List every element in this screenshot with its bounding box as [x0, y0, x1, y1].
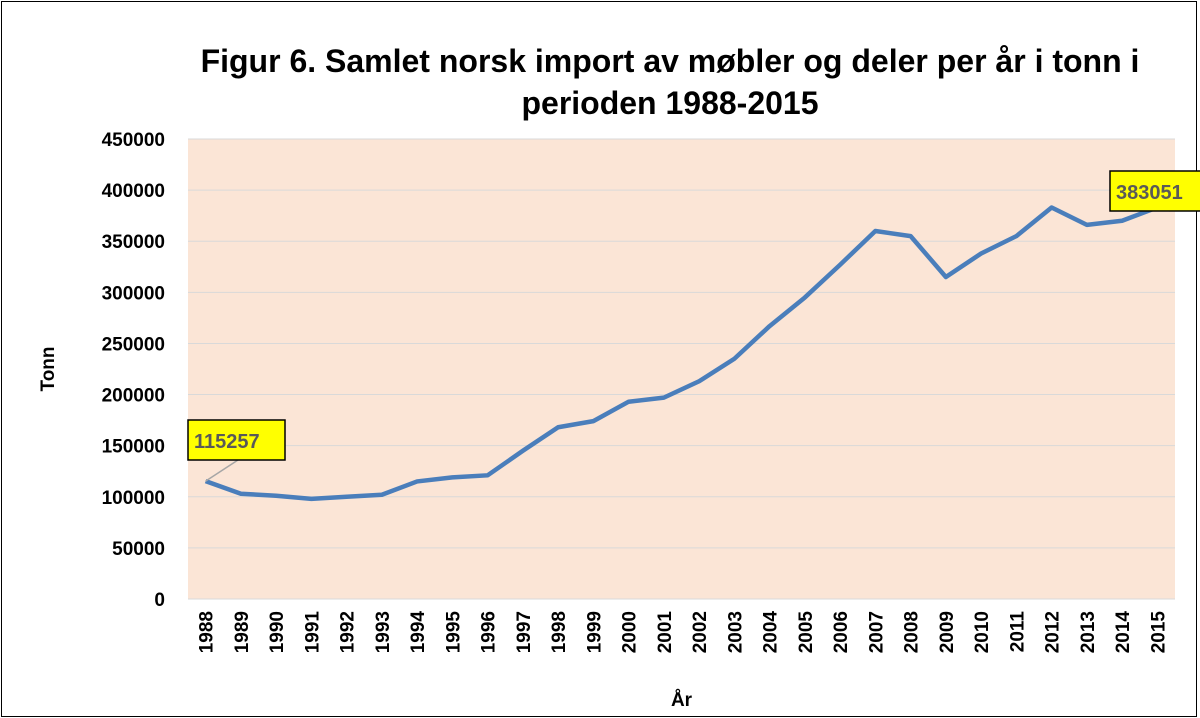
x-tick-label: 1998 [549, 611, 570, 653]
x-tick-label: 1991 [302, 611, 323, 654]
y-tick-label: 150000 [102, 437, 165, 458]
x-axis-label: År [671, 690, 693, 711]
x-tick-label: 2011 [1007, 611, 1028, 653]
data-label-box [187, 419, 286, 461]
plot-area [188, 139, 1175, 599]
y-tick-label: 300000 [102, 283, 165, 304]
y-tick-label: 250000 [102, 334, 165, 355]
data-line [204, 205, 1159, 502]
x-tick-label: 2009 [937, 611, 958, 653]
chart-title: Figur 6. Samlet norsk import av møbler o… [200, 43, 1140, 121]
data-label: 115257 [194, 431, 260, 453]
data-label: 383051 [1116, 182, 1183, 204]
x-tick-label: 1989 [232, 611, 253, 653]
x-tick-label: 1988 [197, 611, 218, 653]
y-tick-label: 450000 [102, 130, 165, 151]
x-tick-label: 1999 [584, 611, 605, 653]
x-tick-label: 1996 [479, 611, 500, 653]
x-tick-label: 2005 [796, 611, 817, 654]
x-tick-label: 1994 [408, 611, 429, 654]
x-tick-label: 2001 [655, 611, 676, 654]
x-tick-label: 2007 [866, 611, 887, 653]
x-tick-label: 1997 [514, 611, 535, 653]
x-tick-label: 2012 [1043, 611, 1064, 653]
x-tick-label: 2004 [761, 611, 782, 654]
x-tick-label: 2002 [690, 611, 711, 653]
y-tick-label: 350000 [102, 232, 165, 253]
y-tick-label: 50000 [112, 539, 165, 560]
y-tick-label: 0 [154, 590, 165, 611]
x-tick-label: 1992 [338, 611, 359, 653]
x-tick-label: 1990 [267, 611, 288, 653]
y-tick-label: 100000 [102, 488, 165, 509]
data-label-box [1109, 170, 1200, 212]
leader-line [205, 459, 239, 482]
y-tick-label: 400000 [102, 181, 165, 202]
x-tick-label: 2010 [972, 611, 993, 653]
x-tick-label: 2006 [831, 611, 852, 653]
x-tick-label: 2014 [1113, 611, 1134, 654]
x-tick-label: 2003 [725, 611, 746, 653]
x-tick-label: 1995 [443, 611, 464, 654]
x-tick-label: 2000 [620, 611, 641, 653]
x-tick-label: 1993 [373, 611, 394, 653]
y-tick-label: 200000 [102, 386, 165, 407]
x-tick-label: 2008 [902, 611, 923, 653]
y-axis-label: Tonn [38, 346, 59, 391]
x-tick-label: 2013 [1078, 611, 1099, 653]
x-tick-label: 2015 [1148, 611, 1169, 654]
